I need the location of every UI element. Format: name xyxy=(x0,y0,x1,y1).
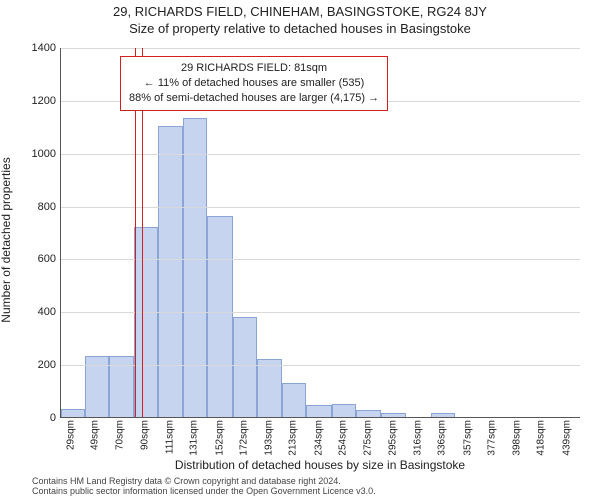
footnote-line1: Contains HM Land Registry data © Crown c… xyxy=(32,476,592,486)
y-tick: 400 xyxy=(6,306,56,318)
x-tick: 213sqm xyxy=(288,420,299,456)
histogram-bar xyxy=(381,413,405,417)
x-tick-labels: 29sqm 49sqm 70sqm 90sqm 111sqm 131sqm 152sqm 17… xyxy=(60,420,580,460)
histogram-bar xyxy=(134,227,158,417)
gridline xyxy=(61,48,580,49)
footnote-line2: Contains public sector information licen… xyxy=(32,486,592,496)
x-tick: 29sqm xyxy=(65,420,76,450)
x-tick: 418sqm xyxy=(536,420,547,456)
titles: 29, RICHARDS FIELD, CHINEHAM, BASINGSTOK… xyxy=(0,0,600,36)
histogram-bar xyxy=(431,413,455,417)
x-axis-label: Distribution of detached houses by size … xyxy=(60,458,580,472)
annotation-line1: 29 RICHARDS FIELD: 81sqm xyxy=(129,61,379,76)
chart-figure: 29, RICHARDS FIELD, CHINEHAM, BASINGSTOK… xyxy=(0,0,600,500)
gridline xyxy=(61,154,580,155)
x-tick: 316sqm xyxy=(412,420,423,456)
histogram-bar xyxy=(282,383,306,417)
histogram-bar xyxy=(332,404,356,417)
y-tick: 1400 xyxy=(6,42,56,54)
annotation-line2: ← 11% of detached houses are smaller (53… xyxy=(129,76,379,91)
x-tick: 70sqm xyxy=(115,420,126,450)
histogram-bar xyxy=(158,126,183,417)
x-tick: 152sqm xyxy=(214,420,225,456)
x-tick: 295sqm xyxy=(387,420,398,456)
x-tick: 398sqm xyxy=(512,420,523,456)
x-tick: 275sqm xyxy=(363,420,374,456)
x-tick: 439sqm xyxy=(561,420,572,456)
gridline xyxy=(61,365,580,366)
x-tick: 377sqm xyxy=(486,420,497,456)
y-tick: 200 xyxy=(6,359,56,371)
histogram-bar xyxy=(183,118,207,417)
annotation-box: 29 RICHARDS FIELD: 81sqm ← 11% of detach… xyxy=(120,56,388,111)
histogram-bar xyxy=(257,359,282,417)
y-tick: 1200 xyxy=(6,95,56,107)
y-tick: 600 xyxy=(6,253,56,265)
histogram-bar xyxy=(233,317,257,417)
histogram-bar xyxy=(306,405,331,417)
histogram-bar xyxy=(207,216,232,417)
title-address: 29, RICHARDS FIELD, CHINEHAM, BASINGSTOK… xyxy=(0,4,600,19)
histogram-bar xyxy=(61,409,85,417)
gridline xyxy=(61,312,580,313)
x-tick: 49sqm xyxy=(90,420,101,450)
title-subtitle: Size of property relative to detached ho… xyxy=(0,21,600,36)
gridline xyxy=(61,259,580,260)
gridline xyxy=(61,207,580,208)
x-tick: 131sqm xyxy=(189,420,200,456)
y-tick: 800 xyxy=(6,201,56,213)
footnote: Contains HM Land Registry data © Crown c… xyxy=(32,476,592,497)
x-tick: 357sqm xyxy=(462,420,473,456)
annotation-line3: 88% of semi-detached houses are larger (… xyxy=(129,91,379,106)
y-tick: 0 xyxy=(6,412,56,424)
x-tick: 336sqm xyxy=(437,420,448,456)
x-tick: 193sqm xyxy=(264,420,275,456)
y-tick-labels: 0200400600800100012001400 xyxy=(0,48,58,418)
x-tick: 234sqm xyxy=(313,420,324,456)
histogram-bar xyxy=(356,410,381,417)
x-tick: 111sqm xyxy=(165,420,176,454)
x-tick: 254sqm xyxy=(337,420,348,456)
x-tick: 172sqm xyxy=(238,420,249,456)
x-tick: 90sqm xyxy=(139,420,150,450)
y-tick: 1000 xyxy=(6,148,56,160)
